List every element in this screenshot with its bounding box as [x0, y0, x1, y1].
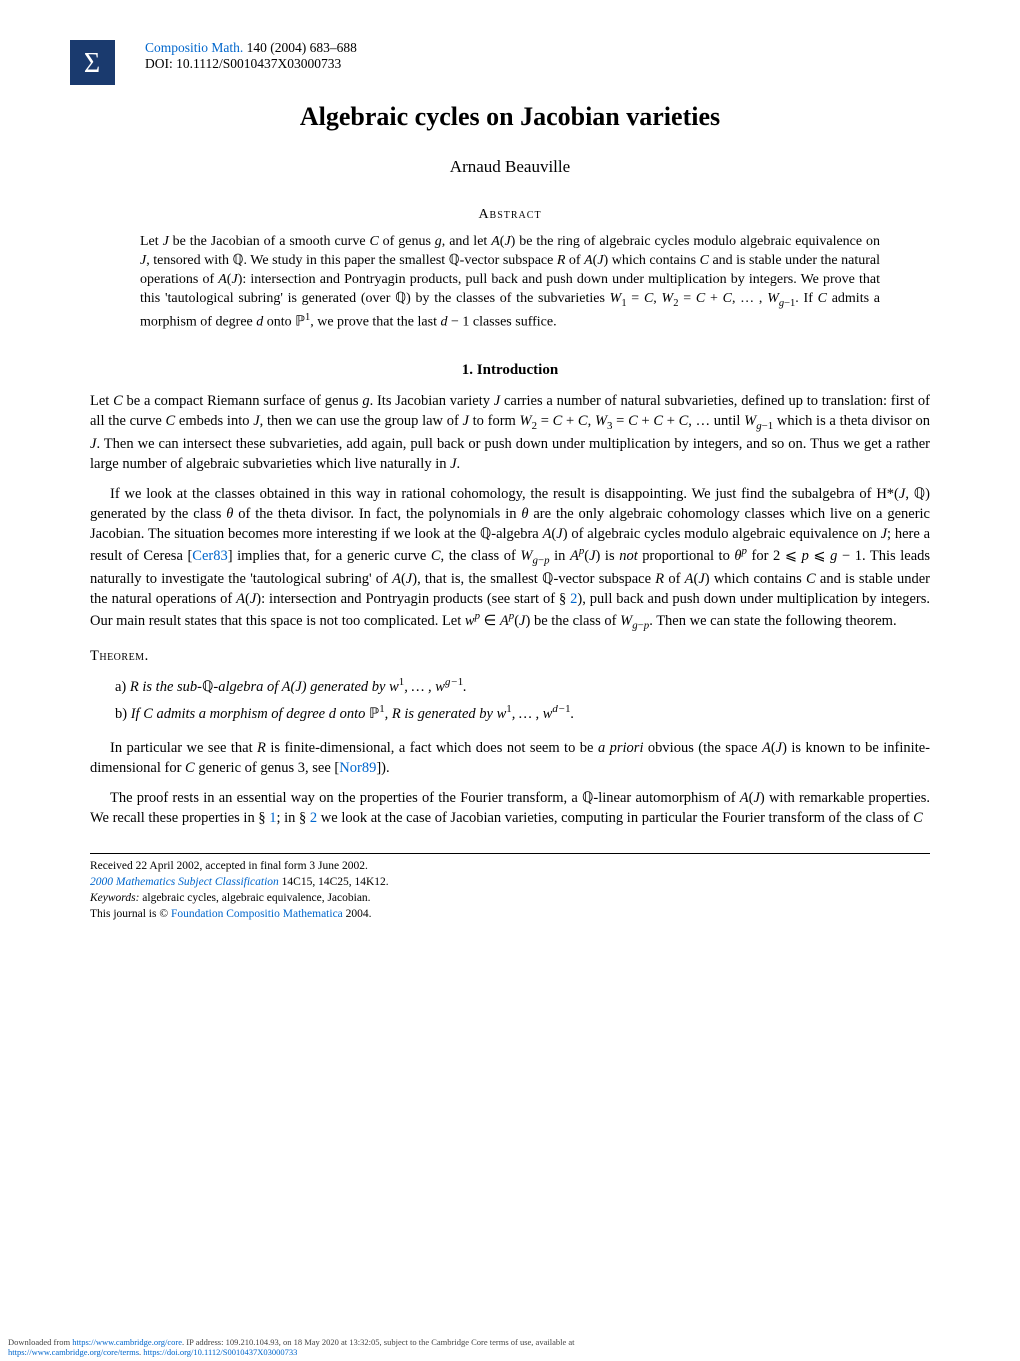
download-prefix: Downloaded from	[8, 1337, 72, 1347]
footer-copyright-link[interactable]: Foundation Compositio Mathematica	[171, 908, 343, 920]
journal-pages: 683–688	[310, 40, 357, 55]
download-terms-link[interactable]: https://www.cambridge.org/core/terms	[8, 1347, 139, 1357]
download-suffix: . IP address: 109.210.104.93, on 18 May …	[182, 1337, 575, 1347]
download-bar: Downloaded from https://www.cambridge.or…	[0, 1337, 575, 1358]
journal-header: Compositio Math. 140 (2004) 683–688 DOI:…	[145, 40, 930, 72]
intro-para-2: If we look at the classes obtained in th…	[90, 484, 930, 633]
intro-para-1: Let C be a compact Riemann surface of ge…	[90, 391, 930, 474]
theorem-item-b: b) If C admits a morphism of degree d on…	[115, 702, 930, 724]
svg-text:Σ: Σ	[84, 48, 100, 79]
after-theorem-para-1: In particular we see that R is finite-di…	[90, 738, 930, 778]
footer-msc-codes: 14C15, 14C25, 14K12.	[279, 876, 389, 888]
journal-year: (2004)	[270, 40, 306, 55]
download-doi-link[interactable]: https://doi.org/10.1112/S0010437X0300073…	[143, 1347, 297, 1357]
theorem-item-a: a) R is the sub-ℚ-algebra of A(J) genera…	[115, 675, 930, 697]
journal-name-link[interactable]: Compositio Math.	[145, 40, 243, 55]
after-theorem-para-2: The proof rests in an essential way on t…	[90, 788, 930, 828]
footer-keywords-label: Keywords:	[90, 892, 139, 904]
footer-msc-link[interactable]: 2000 Mathematics Subject Classification	[90, 876, 279, 888]
paper-author: Arnaud Beauville	[90, 157, 930, 177]
journal-logo-icon: Σ	[70, 40, 115, 85]
paper-title: Algebraic cycles on Jacobian varieties	[90, 102, 930, 132]
footer-keywords: algebraic cycles, algebraic equivalence,…	[139, 892, 370, 904]
footer-received: Received 22 April 2002, accepted in fina…	[90, 858, 930, 874]
journal-doi: DOI: 10.1112/S0010437X03000733	[145, 56, 341, 71]
abstract-heading: Abstract	[90, 207, 930, 223]
journal-volume: 140	[247, 40, 267, 55]
section-1-heading: 1. Introduction	[90, 362, 930, 379]
download-core-link[interactable]: https://www.cambridge.org/core	[72, 1337, 182, 1347]
footer-copyright-year: 2004.	[343, 908, 372, 920]
footer-copyright-prefix: This journal is ©	[90, 908, 171, 920]
theorem-label: Theorem.	[90, 648, 930, 665]
abstract-body: Let J be the Jacobian of a smooth curve …	[140, 233, 880, 332]
footer-info: Received 22 April 2002, accepted in fina…	[90, 853, 930, 922]
